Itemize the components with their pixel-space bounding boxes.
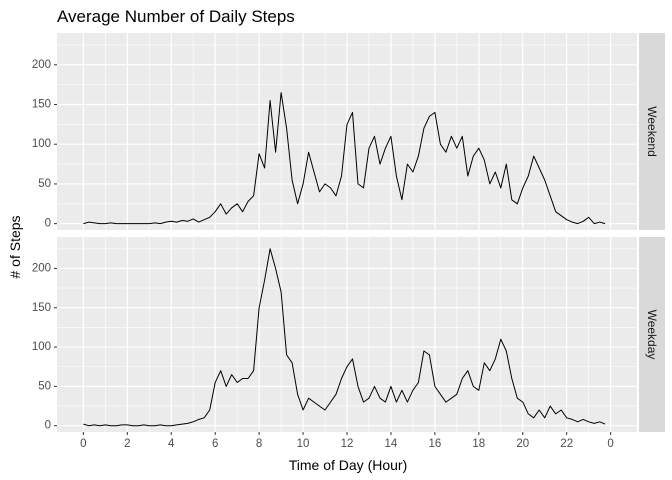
x-axis-title: Time of Day (Hour) bbox=[289, 457, 408, 473]
x-tick-label: 22 bbox=[560, 438, 573, 450]
y-tick-label: 0 bbox=[45, 218, 51, 230]
y-tick-label: 150 bbox=[32, 302, 51, 314]
facet-strip-weekday bbox=[639, 237, 665, 432]
y-tick-label: 50 bbox=[38, 380, 51, 392]
facet-label-weekend: Weekend bbox=[645, 106, 659, 156]
y-tick-label: 200 bbox=[32, 262, 51, 274]
y-tick-label: 200 bbox=[32, 59, 51, 71]
x-tick-label: 10 bbox=[297, 438, 310, 450]
x-tick-label: 14 bbox=[385, 438, 398, 450]
x-tick-label: 16 bbox=[428, 438, 441, 450]
y-tick-label: 100 bbox=[32, 341, 51, 353]
y-tick-label: 100 bbox=[32, 138, 51, 150]
x-tick-label: 0 bbox=[607, 438, 613, 450]
series-line-weekday bbox=[83, 248, 606, 427]
facet-panels: Weekend Weekday bbox=[57, 33, 665, 432]
x-tick-label: 18 bbox=[472, 438, 485, 450]
y-tick-label: 150 bbox=[32, 98, 51, 110]
x-tick-label: 6 bbox=[212, 438, 218, 450]
chart-title: Average Number of Daily Steps bbox=[57, 7, 295, 26]
y-axis-title: # of Steps bbox=[7, 215, 23, 278]
y-tick-label: 50 bbox=[38, 178, 51, 190]
x-tick-label: 2 bbox=[124, 438, 130, 450]
y-tick-label: 0 bbox=[45, 420, 51, 432]
panel-weekend: Weekend bbox=[57, 33, 665, 230]
facet-strip-weekend bbox=[639, 33, 665, 230]
x-tick-label: 8 bbox=[256, 438, 262, 450]
x-axis: 0 2 4 6 8 10 12 14 16 18 20 22 0 bbox=[80, 432, 614, 450]
x-tick-label: 20 bbox=[516, 438, 529, 450]
x-tick-label: 12 bbox=[341, 438, 354, 450]
x-tick-label: 0 bbox=[80, 438, 86, 450]
series-line-weekend bbox=[83, 92, 606, 225]
x-tick-label: 4 bbox=[168, 438, 175, 450]
y-axis: 0 50 100 150 200 0 50 100 150 200 bbox=[32, 59, 57, 432]
facet-label-weekday: Weekday bbox=[645, 310, 659, 360]
panel-weekday: Weekday bbox=[57, 237, 665, 432]
